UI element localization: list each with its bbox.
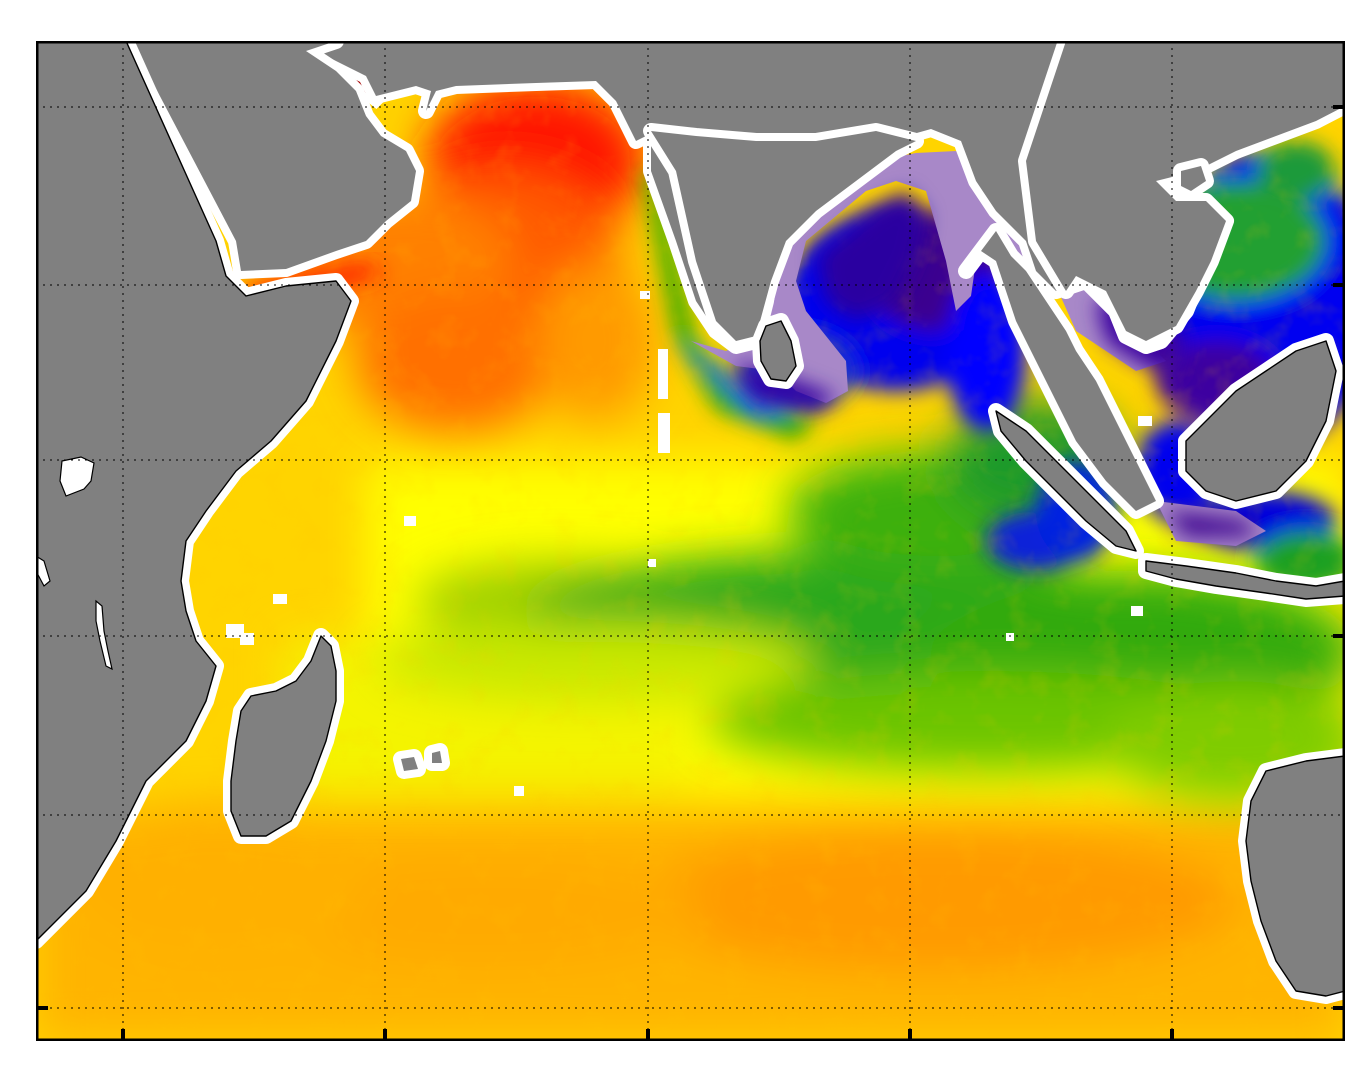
map-axes bbox=[36, 41, 1345, 1041]
land-arabia-south bbox=[108, 41, 424, 279]
land-masses bbox=[36, 41, 1345, 1004]
tick-marks bbox=[36, 105, 1345, 1041]
land-island-2 bbox=[424, 743, 450, 771]
land-hainan bbox=[1173, 158, 1214, 199]
lake-malawi bbox=[95, 599, 113, 671]
land-sri-lanka bbox=[752, 313, 804, 389]
ocean-color-map bbox=[36, 41, 1345, 1041]
land-indochina bbox=[1018, 41, 1345, 349]
gridlines bbox=[36, 41, 1345, 1041]
lake-tanganyika bbox=[36, 555, 51, 587]
land-malay-peninsula bbox=[958, 223, 1164, 519]
missing-data-pixels bbox=[226, 291, 1152, 796]
land-island-1 bbox=[393, 749, 426, 779]
land-india bbox=[643, 123, 924, 349]
lake-victoria bbox=[59, 456, 95, 497]
lakes bbox=[36, 456, 113, 671]
axes-frame bbox=[36, 41, 1345, 1041]
coastlines bbox=[36, 41, 1345, 997]
